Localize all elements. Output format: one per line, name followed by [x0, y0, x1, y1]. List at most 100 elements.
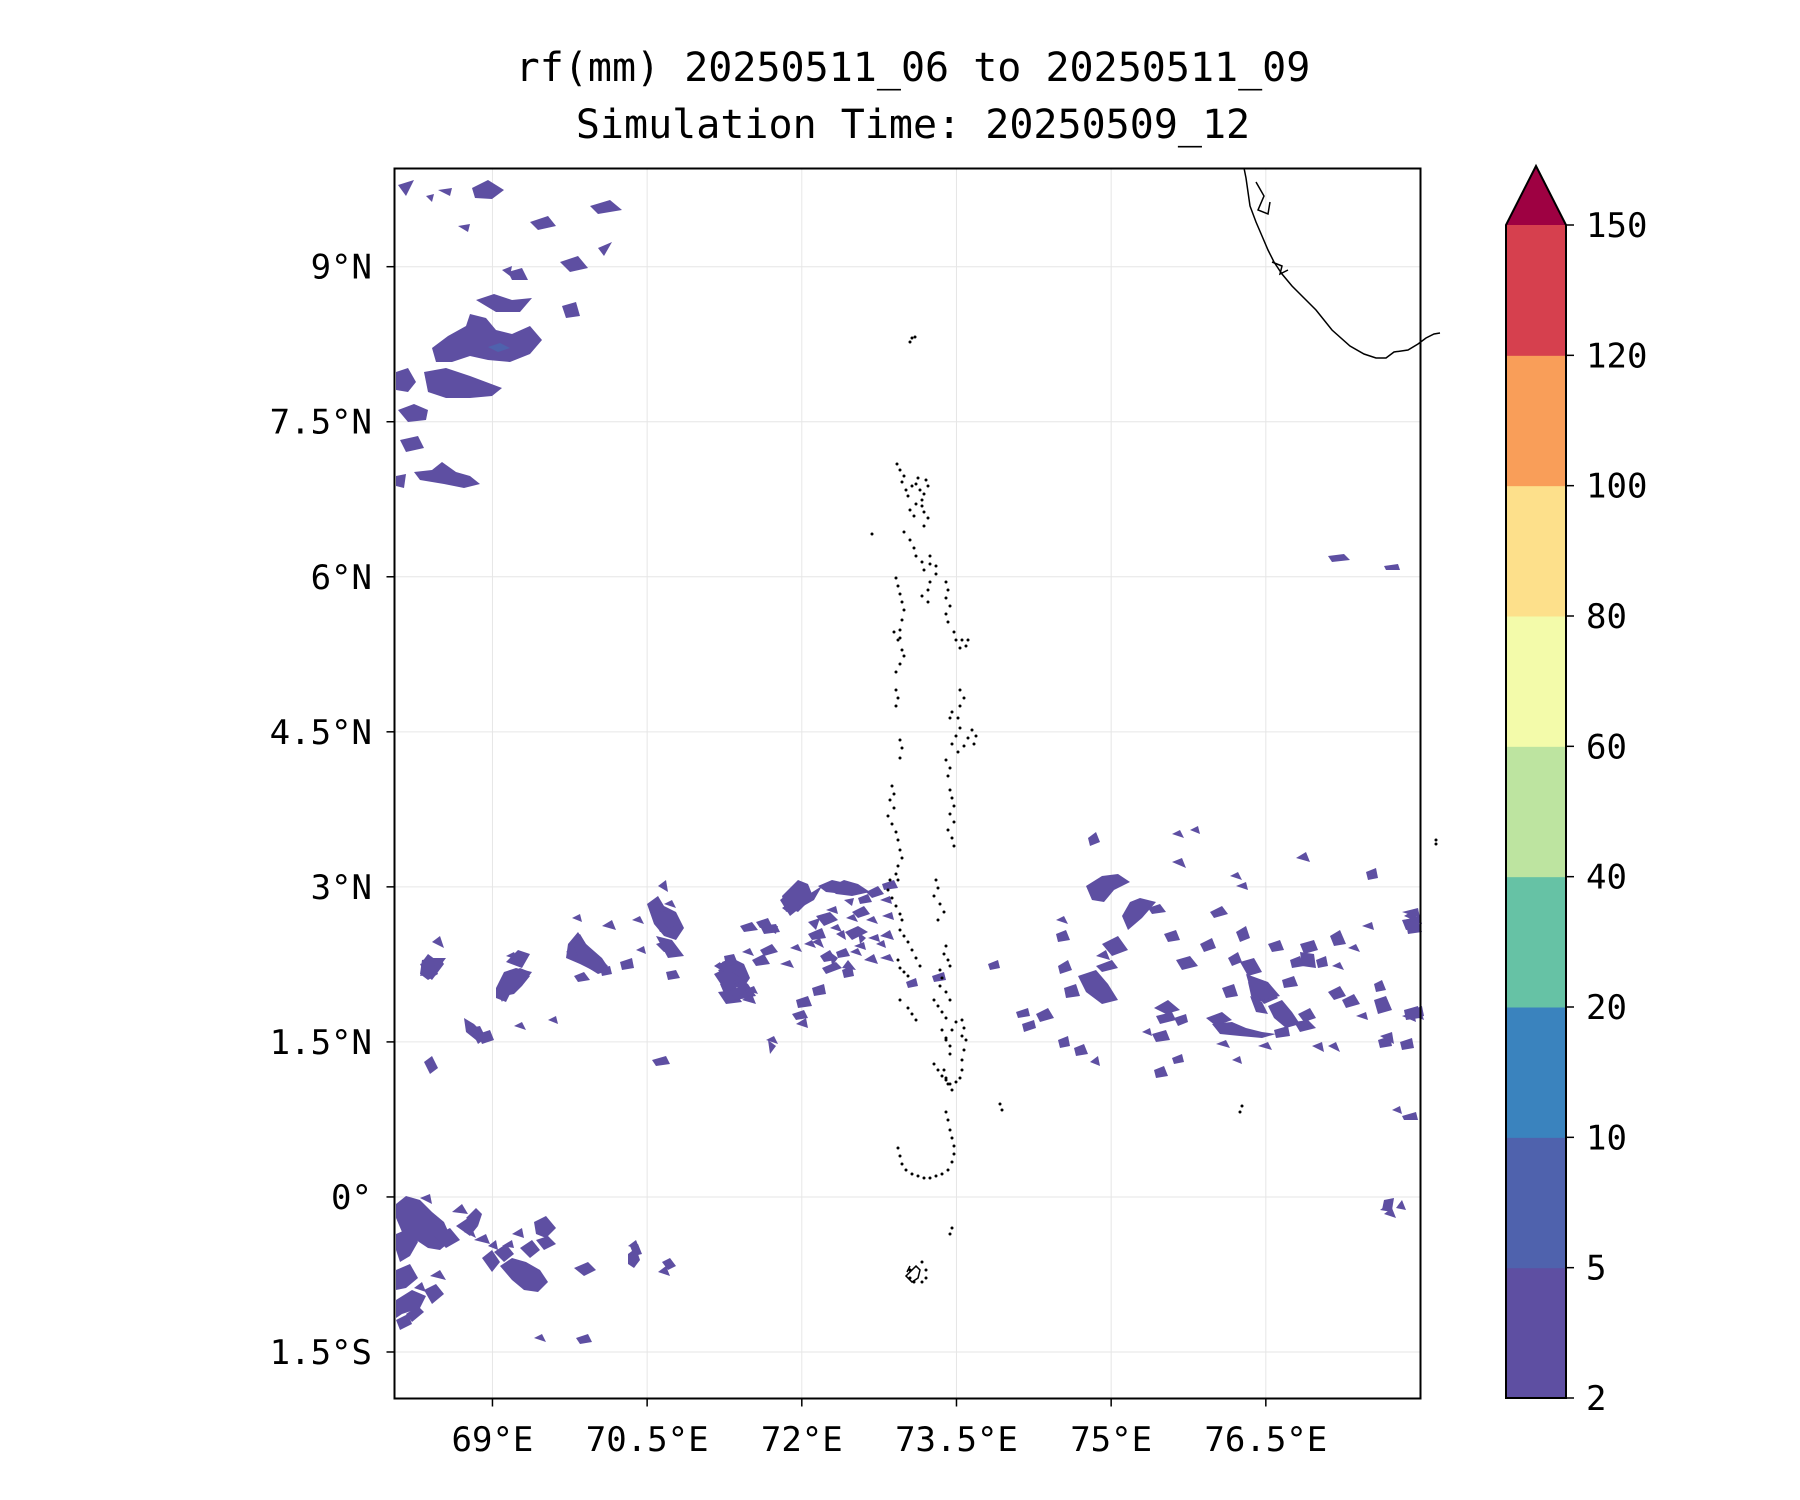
rain-area	[1228, 952, 1242, 966]
rain-area	[714, 962, 724, 972]
rain-area	[574, 1262, 596, 1276]
island-dot	[944, 612, 948, 616]
island-dot	[896, 638, 900, 642]
rain-area	[562, 302, 580, 318]
rain-area	[1384, 1208, 1396, 1218]
rain-area	[1328, 1042, 1340, 1052]
island-dot	[950, 1088, 954, 1092]
x-tick-label: 75°E	[1070, 1420, 1152, 1460]
island-dot	[902, 608, 906, 612]
rain-area	[598, 242, 612, 256]
rain-area	[826, 906, 838, 914]
island-dot	[892, 806, 896, 810]
rain-area	[602, 920, 616, 930]
island-dot	[906, 974, 910, 978]
island-dot	[944, 944, 948, 948]
rain-area	[864, 954, 878, 964]
colorbar-swatch	[1506, 485, 1566, 617]
rain-area	[1172, 1054, 1184, 1064]
chart-title-line2: Simulation Time: 20250509_12	[576, 102, 1250, 148]
island-dot	[1434, 842, 1438, 846]
island-dot	[908, 508, 912, 512]
rain-area	[1384, 564, 1400, 570]
plot-frame	[393, 167, 1422, 1400]
colorbar-tick-label: 5	[1586, 1249, 1606, 1289]
island-dot	[950, 836, 954, 840]
coastlines-and-islands	[904, 167, 1441, 1283]
rain-area	[572, 914, 582, 922]
rain-area	[1122, 898, 1156, 930]
island-dot	[960, 1018, 964, 1022]
rain-area	[1282, 976, 1298, 988]
rain-area	[662, 1258, 676, 1270]
island-dot	[948, 812, 952, 816]
island-dot	[926, 484, 930, 488]
island-dot	[952, 1144, 956, 1148]
island-dot	[892, 792, 896, 796]
rain-area	[432, 314, 542, 362]
rain-area	[652, 1056, 670, 1066]
island-dot	[944, 1038, 948, 1042]
island-dot	[954, 1020, 958, 1024]
island-dot	[946, 828, 950, 832]
rain-area	[1268, 940, 1284, 952]
island-dot	[922, 524, 926, 528]
island-dot	[912, 546, 916, 550]
island-dot	[920, 498, 924, 502]
rain-area	[600, 966, 612, 976]
rain-area	[880, 930, 894, 940]
rain-area	[844, 898, 854, 906]
rain-area	[478, 1030, 494, 1044]
island-dot	[894, 904, 898, 908]
rain-area	[488, 1240, 498, 1250]
gridlines	[394, 168, 1421, 1399]
rain-area	[744, 986, 758, 994]
island-dot	[916, 476, 920, 480]
island-dot	[904, 488, 908, 492]
rain-area	[1096, 950, 1110, 960]
rain-area	[464, 1228, 476, 1238]
island-dot	[914, 956, 918, 960]
rain-area	[396, 1228, 418, 1262]
rain-area	[1056, 930, 1070, 942]
rain-area-core	[488, 343, 510, 352]
island-dot	[944, 596, 948, 600]
island-dot	[952, 804, 956, 808]
island-dot	[962, 1026, 966, 1030]
colorbar-tick-label: 10	[1586, 1118, 1627, 1158]
island-dot	[942, 952, 946, 956]
rain-area	[1086, 874, 1130, 902]
island-dot	[886, 888, 890, 892]
rain-area	[1176, 956, 1198, 970]
rain-area	[574, 972, 590, 982]
y-tick-label: 7.5°N	[270, 403, 372, 443]
rain-area	[822, 962, 842, 974]
island-dot	[908, 340, 912, 344]
rain-area	[1356, 1012, 1368, 1020]
island-dot	[920, 1260, 924, 1264]
island-dot	[890, 784, 894, 788]
colorbar-swatch	[1506, 1007, 1566, 1138]
island-dot	[898, 848, 902, 852]
island-dot	[954, 638, 958, 642]
island-dot	[932, 894, 936, 898]
rain-area	[1230, 872, 1242, 880]
island-dot	[906, 940, 910, 944]
island-dot	[950, 1028, 954, 1032]
island-dot	[952, 820, 956, 824]
rain-area	[1396, 1200, 1406, 1210]
island-dot	[898, 662, 902, 666]
rain-area	[1096, 960, 1118, 972]
island-dot	[922, 492, 926, 496]
rain-area	[792, 1010, 808, 1020]
rain-area	[1298, 1008, 1316, 1022]
island-dot	[942, 1068, 946, 1072]
rain-area	[1328, 554, 1350, 562]
rain-area	[1406, 920, 1422, 934]
rain-area	[836, 930, 846, 940]
rain-area	[1200, 938, 1216, 952]
rain-area	[548, 1016, 558, 1024]
island-dot	[896, 838, 900, 842]
rain-area	[1348, 944, 1360, 952]
x-tick-label: 70.5°E	[586, 1420, 709, 1460]
